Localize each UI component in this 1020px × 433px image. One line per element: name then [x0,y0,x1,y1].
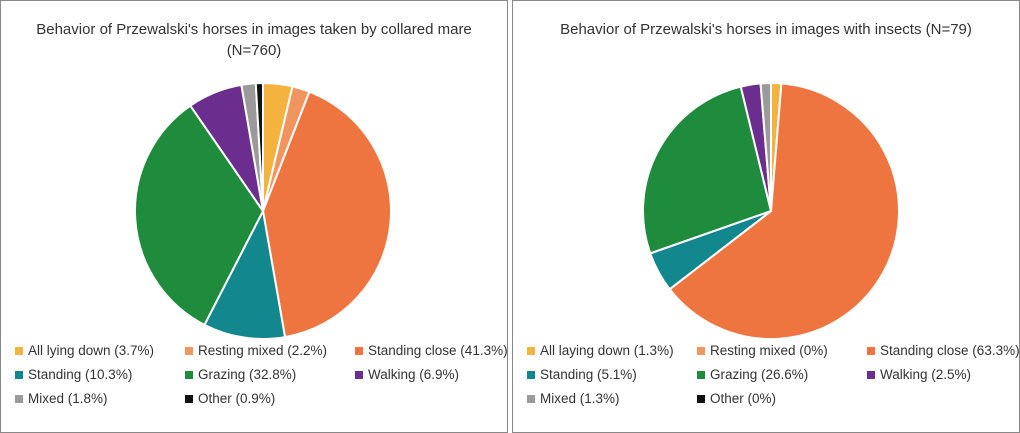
legend-item: Standing (5.1%) [527,367,637,382]
chart-title: Behavior of Przewalski's horses in image… [36,21,472,59]
legend-label: Standing close (63.3%) [880,343,1020,358]
legend-swatch [355,371,363,380]
legend-item: Standing close (41.3%) [355,343,508,358]
chart-panel: Behavior of Przewalski's horses in image… [0,0,508,433]
pie-slice [203,207,287,340]
legend-item: Walking (2.5%) [867,367,971,382]
chart-panel: Behavior of Przewalski's horses in image… [512,0,1020,433]
legend-item: Grazing (26.6%) [697,367,808,382]
pie-slice [134,104,265,327]
legend-label: Standing (5.1%) [540,367,637,382]
legend-label: Walking (2.5%) [880,367,972,382]
legend-item: All laying down (1.3%) [527,343,674,358]
legend-swatch [185,395,193,404]
pie-slice [254,81,264,212]
legend-swatch [15,347,23,356]
legend-item: Grazing (32.8%) [185,367,296,382]
legend-label: All laying down (1.3%) [540,343,674,358]
legend-label: Mixed (1.8%) [28,391,108,406]
pie-slice [642,85,773,255]
legend-swatch [185,371,193,380]
pie-slice [261,90,392,339]
legend-swatch [697,395,705,404]
pie-slice [668,82,900,340]
legend-item: All lying down (3.7%) [15,343,154,358]
legend-label: All lying down (3.7%) [28,343,155,358]
legend-item: Standing close (63.3%) [867,343,1020,358]
legend-item: Mixed (1.8%) [15,391,108,406]
pie-chart [134,81,392,340]
legend-swatch [15,395,23,404]
legend-swatch [697,371,705,380]
legend-item: Resting mixed (0%) [697,343,828,358]
legend-label: Standing (10.3%) [28,367,133,382]
legend-label: Other (0%) [710,391,777,406]
legend-label: Other (0.9%) [198,391,276,406]
legend-swatch [15,371,23,380]
legend-label: Grazing (26.6%) [710,367,809,382]
chart-title: Behavior of Przewalski's horses in image… [560,21,972,38]
legend-label: Mixed (1.3%) [540,391,620,406]
legend-label: Grazing (32.8%) [198,367,297,382]
legend-label: Standing close (41.3%) [368,343,508,358]
legend-item: Walking (6.9%) [355,367,459,382]
legend-swatch [185,347,193,356]
legend-item: Other (0%) [697,391,776,406]
legend-swatch [527,371,535,380]
legend-swatch [527,395,535,404]
legend-label: Resting mixed (0%) [710,343,828,358]
legend-swatch [867,347,875,356]
legend-swatch [697,347,705,356]
legend-label: Walking (6.9%) [368,367,460,382]
legend-swatch [867,371,875,380]
legend-item: Standing (10.3%) [15,367,132,382]
legend-swatch [527,347,535,356]
legend-label: Resting mixed (2.2%) [198,343,328,358]
legend-item: Resting mixed (2.2%) [185,343,327,358]
legend-swatch [355,347,363,356]
legend-item: Mixed (1.3%) [527,391,620,406]
pie-chart [642,81,900,340]
legend-item: Other (0.9%) [185,391,275,406]
